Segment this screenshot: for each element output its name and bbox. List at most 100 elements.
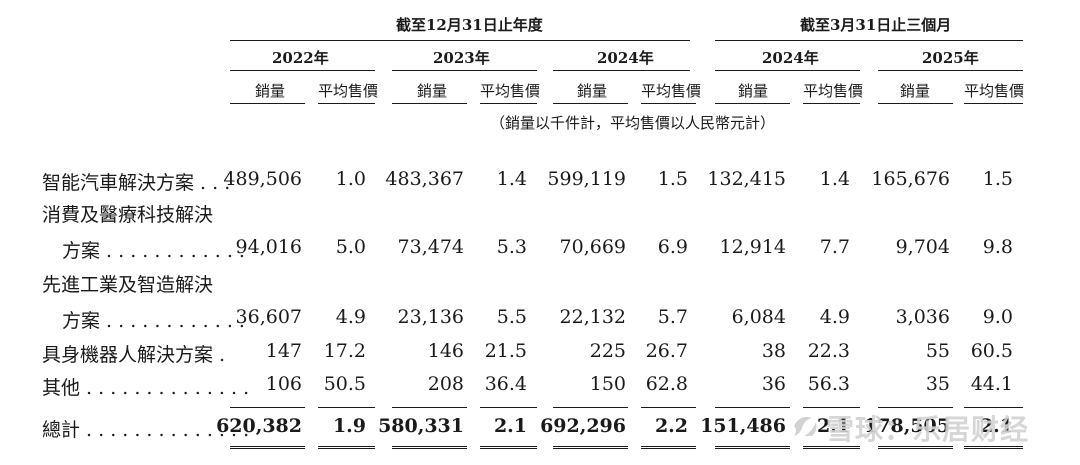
cell-row2-sales-2024q1: 6,084: [731, 306, 786, 328]
cell-row2-price-2024: 5.7: [657, 306, 688, 328]
col-price-2022: 平均售價: [318, 82, 379, 100]
total-bottom-rule-2024-price: [641, 446, 696, 449]
year-rule-2023: [392, 70, 537, 71]
cell-total-sales-2022: 620,382: [216, 415, 302, 437]
cell-row0-price-2022: 1.0: [335, 168, 366, 190]
cell-row4-sales-2022: 106: [265, 373, 302, 395]
col-sales-2022: 銷量: [255, 82, 286, 100]
cell-row3-sales-2025q1: 55: [925, 340, 950, 362]
cell-row0-sales-2022: 489,506: [223, 168, 302, 190]
row-label-consumer-medical-cont: 方案 . . . . . . . . . . . .: [62, 240, 245, 262]
total-bottom-rule-2022-price: [318, 446, 375, 449]
cell-row3-sales-2023: 146: [427, 340, 464, 362]
year-header-2024: 2024年: [597, 49, 654, 67]
row-label-total: 總計 . . . . . . . . . . . . . .: [42, 419, 250, 441]
cell-row2-sales-2025q1: 3,036: [895, 306, 950, 328]
total-top-rule-2025q1-price: [964, 407, 1023, 408]
col-price-2024-q1-rule: [803, 103, 860, 104]
total-top-rule-2024-price: [641, 407, 696, 408]
cell-row1-sales-2024: 70,669: [559, 236, 626, 258]
cell-total-price-2024q1: 2.1: [816, 415, 850, 437]
cell-row1-price-2025q1: 9.8: [982, 236, 1013, 258]
cell-total-sales-2025q1: 178,505: [864, 415, 950, 437]
cell-row3-price-2022: 17.2: [323, 340, 366, 362]
cell-row4-price-2022: 50.5: [323, 373, 366, 395]
year-header-2022: 2022年: [272, 49, 329, 67]
watermark-text: 雪球：乐居财经: [826, 413, 1030, 446]
group-header-quarter: 截至3月31日止三個月: [800, 16, 952, 34]
col-price-2024-rule: [641, 103, 696, 104]
total-top-rule-2023-sales: [392, 407, 467, 408]
col-sales-2022-rule: [230, 103, 305, 104]
cell-total-sales-2024: 692,296: [540, 415, 626, 437]
cell-row0-sales-2024q1: 132,415: [707, 168, 786, 190]
total-bottom-rule-2022-sales: [230, 446, 305, 449]
cell-row3-sales-2024q1: 38: [761, 340, 786, 362]
total-top-rule-2024q1-sales: [715, 407, 790, 408]
total-top-rule-2024q1-price: [803, 407, 860, 408]
col-price-2025-q1-rule: [964, 103, 1023, 104]
cell-row1-price-2022: 5.0: [335, 236, 366, 258]
col-sales-2024-q1-rule: [715, 103, 790, 104]
cell-row0-price-2023: 1.4: [496, 168, 527, 190]
cell-row0-price-2024q1: 1.4: [819, 168, 850, 190]
cell-row1-sales-2024q1: 12,914: [719, 236, 786, 258]
total-bottom-rule-2023-sales: [392, 446, 467, 449]
cell-row3-price-2024: 26.7: [645, 340, 688, 362]
row-label-others: 其他 . . . . . . . . . . . . . .: [42, 377, 250, 399]
total-top-rule-2024-sales: [553, 407, 628, 408]
cell-row3-price-2023: 21.5: [484, 340, 527, 362]
cell-row1-sales-2023: 73,474: [397, 236, 464, 258]
cell-row4-price-2024: 62.8: [645, 373, 688, 395]
col-sales-2024: 銷量: [577, 82, 608, 100]
cell-row0-price-2025q1: 1.5: [982, 168, 1013, 190]
total-top-rule-2025q1-sales: [878, 407, 953, 408]
col-sales-2025-q1-rule: [878, 103, 953, 104]
cell-row4-sales-2025q1: 35: [925, 373, 950, 395]
cell-row0-sales-2023: 483,367: [385, 168, 464, 190]
cell-total-price-2022: 1.9: [332, 415, 366, 437]
cell-row1-sales-2022: 94,016: [235, 236, 302, 258]
cell-row0-sales-2024: 599,119: [547, 168, 626, 190]
total-bottom-rule-2024q1-sales: [715, 446, 790, 449]
cell-row4-sales-2024: 150: [589, 373, 626, 395]
col-sales-2023: 銷量: [417, 82, 448, 100]
row-label-smart-auto: 智能汽車解決方案 . . .: [42, 172, 231, 194]
cell-row1-sales-2025q1: 9,704: [895, 236, 950, 258]
col-sales-2025-q1: 銷量: [900, 82, 931, 100]
cell-row2-price-2023: 5.5: [496, 306, 527, 328]
col-sales-2023-rule: [392, 103, 467, 104]
year-header-2024-q1: 2024年: [762, 49, 819, 67]
unit-note: （銷量以千件計，平均售價以人民幣元計）: [490, 114, 776, 132]
col-price-2023: 平均售價: [480, 82, 541, 100]
row-label-industrial-cont: 方案 . . . . . . . . . . . .: [62, 310, 245, 332]
cell-row2-price-2025q1: 9.0: [982, 306, 1013, 328]
row-label-robotics: 具身機器人解決方案 .: [42, 344, 226, 366]
year-header-2023: 2023年: [433, 49, 490, 67]
snowball-logo-icon: [794, 417, 817, 436]
cell-total-sales-2024q1: 151,486: [700, 415, 786, 437]
cell-row3-price-2025q1: 60.5: [970, 340, 1013, 362]
group-header-year: 截至12月31日止年度: [396, 16, 543, 34]
cell-row0-sales-2025q1: 165,676: [871, 168, 950, 190]
cell-row1-price-2024: 6.9: [657, 236, 688, 258]
cell-row4-price-2025q1: 44.1: [970, 373, 1013, 395]
col-sales-2024-rule: [553, 103, 628, 104]
cell-row0-price-2024: 1.5: [657, 168, 688, 190]
cell-row4-price-2024q1: 56.3: [807, 373, 850, 395]
total-bottom-rule-2024-sales: [553, 446, 628, 449]
row-label-consumer-medical: 消費及醫療科技解決: [42, 204, 214, 226]
total-top-rule-2022-price: [318, 407, 375, 408]
group-header-year-rule: [230, 40, 690, 41]
year-rule-2024-q1: [715, 70, 860, 71]
total-bottom-rule-2025q1-sales: [878, 446, 953, 449]
year-header-2025-q1: 2025年: [922, 49, 979, 67]
cell-total-price-2025q1: 2.1: [979, 415, 1013, 437]
col-price-2023-rule: [480, 103, 537, 104]
cell-row3-price-2024q1: 22.3: [807, 340, 850, 362]
col-price-2022-rule: [318, 103, 375, 104]
cell-row2-sales-2022: 36,607: [235, 306, 302, 328]
cell-total-price-2024: 2.2: [654, 415, 688, 437]
group-header-quarter-rule: [715, 40, 1023, 41]
total-top-rule-2023-price: [480, 407, 537, 408]
